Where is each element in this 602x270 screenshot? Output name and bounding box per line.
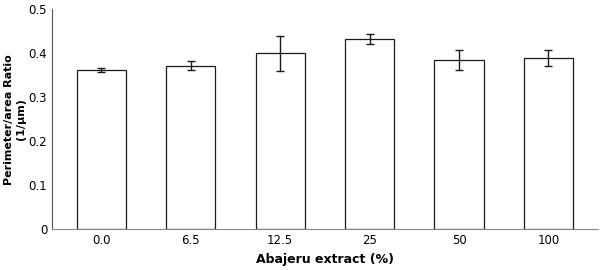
Bar — [166, 66, 216, 230]
Bar — [77, 70, 126, 230]
X-axis label: Abajeru extract (%): Abajeru extract (%) — [256, 253, 394, 266]
Bar — [345, 39, 394, 230]
Y-axis label: Perimeter/area Ratio
(1/μm): Perimeter/area Ratio (1/μm) — [4, 54, 26, 185]
Bar — [435, 60, 483, 230]
Bar — [256, 53, 305, 230]
Bar — [524, 58, 573, 230]
